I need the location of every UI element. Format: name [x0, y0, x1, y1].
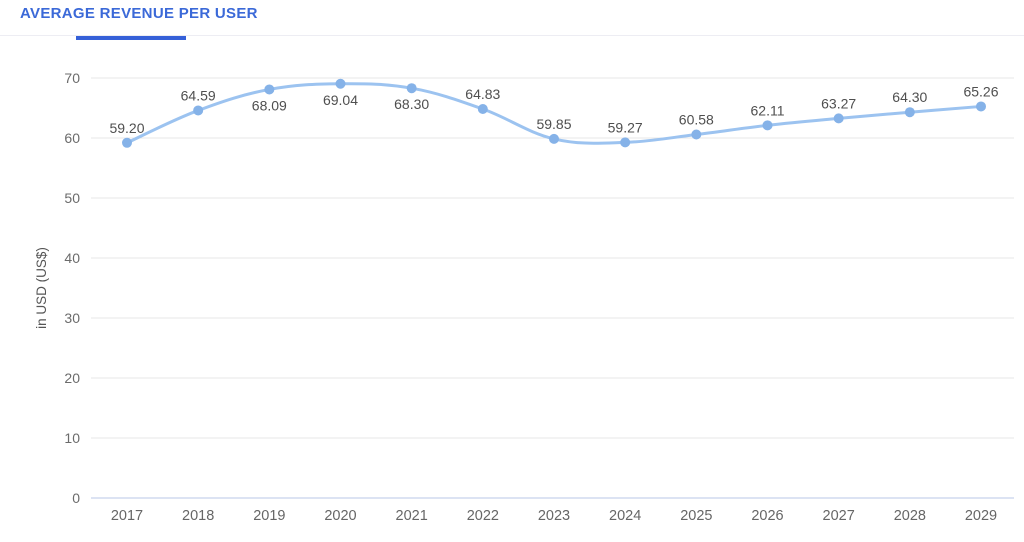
x-tick-label: 2022: [467, 508, 499, 524]
tab-average-revenue-per-user[interactable]: AVERAGE REVENUE PER USER: [20, 5, 258, 23]
y-tick-label: 0: [72, 490, 80, 506]
y-tick-label: 30: [64, 310, 80, 326]
line-chart-svg: 0 10 20 30 40 50 60 70 in USD (US$) 2017 2018 2019 2…: [34, 70, 1014, 524]
x-tick-label: 2020: [324, 508, 356, 524]
data-point[interactable]: [477, 104, 488, 115]
x-tick-label: 2025: [680, 508, 712, 524]
data-label: 64.83: [465, 86, 500, 102]
y-axis-title: in USD (US$): [34, 247, 49, 329]
active-tab-indicator: [76, 36, 186, 40]
data-label: 64.30: [892, 89, 927, 105]
x-tick-label: 2024: [609, 508, 641, 524]
y-tick-label: 70: [64, 70, 80, 86]
x-tick-label: 2018: [182, 508, 214, 524]
data-label: 59.27: [608, 119, 643, 135]
data-point[interactable]: [406, 83, 417, 94]
data-point[interactable]: [620, 137, 631, 148]
data-point[interactable]: [549, 133, 559, 144]
data-label: 68.30: [394, 96, 429, 112]
data-label: 60.58: [679, 112, 714, 128]
data-label: 63.27: [821, 95, 856, 111]
data-point[interactable]: [904, 107, 915, 118]
data-label: 59.20: [109, 120, 144, 136]
y-tick-label: 50: [64, 190, 80, 206]
y-tick-label: 10: [64, 430, 80, 446]
x-tick-label: 2021: [396, 508, 428, 524]
data-point[interactable]: [691, 129, 702, 140]
data-point[interactable]: [122, 137, 132, 148]
x-tick-label: 2023: [538, 508, 570, 524]
data-point[interactable]: [976, 101, 986, 112]
x-tick-label: 2017: [111, 508, 143, 524]
data-label: 65.26: [963, 83, 998, 99]
data-point[interactable]: [833, 113, 844, 124]
y-tick-label: 20: [64, 370, 80, 386]
tab-label: AVERAGE REVENUE PER USER: [20, 5, 258, 22]
y-tick-label: 40: [64, 250, 80, 266]
data-point[interactable]: [264, 84, 275, 95]
chart-header: AVERAGE REVENUE PER USER: [0, 0, 1024, 40]
data-point[interactable]: [193, 105, 204, 116]
y-tick-label: 60: [64, 130, 80, 146]
x-tick-label: 2027: [823, 508, 855, 524]
x-tick-label: 2029: [965, 508, 997, 524]
arpu-line-chart: 0 10 20 30 40 50 60 70 in USD (US$) 2017 2018 2019 2…: [0, 40, 1024, 542]
data-point[interactable]: [335, 78, 346, 89]
data-label: 62.11: [751, 102, 785, 118]
data-label: 59.85: [536, 116, 571, 132]
data-point[interactable]: [762, 120, 773, 131]
data-label: 64.59: [181, 87, 216, 103]
x-tick-label: 2026: [751, 508, 783, 524]
data-label: 68.09: [252, 97, 287, 113]
data-label: 69.04: [323, 92, 358, 108]
x-tick-label: 2028: [894, 508, 926, 524]
x-tick-label: 2019: [253, 508, 285, 524]
